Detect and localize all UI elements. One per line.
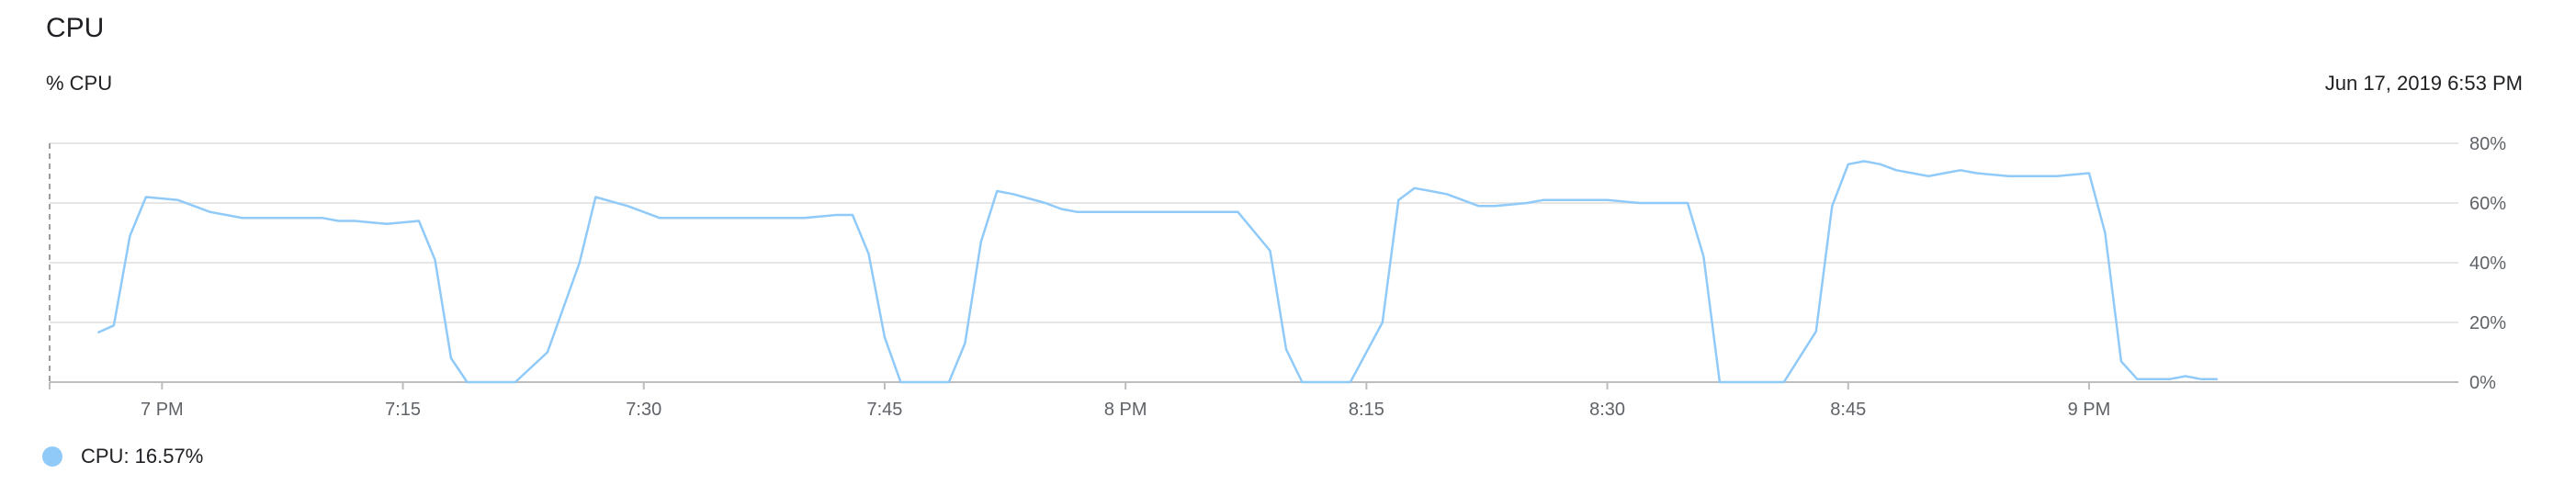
x-tick-label: 7:45 <box>866 400 902 420</box>
x-tick-label: 9 PM <box>2068 400 2111 420</box>
y-tick-label: 80% <box>2469 134 2506 154</box>
y-tick-label: 0% <box>2469 373 2496 393</box>
y-tick-label: 60% <box>2469 194 2506 214</box>
series-line-cpu <box>96 160 2218 384</box>
chart-timestamp: Jun 17, 2019 6:53 PM <box>2324 72 2523 95</box>
legend-swatch <box>42 446 62 467</box>
x-tick-label: 8:15 <box>1349 400 1384 420</box>
y-tick-label: 40% <box>2469 254 2506 274</box>
x-tick-label: 8:45 <box>1830 400 1866 420</box>
x-tick-label: 8 PM <box>1104 400 1147 420</box>
y-axis-label: % CPU <box>46 72 113 95</box>
x-tick-label: 7:30 <box>626 400 661 420</box>
x-tick-label: 7:15 <box>385 400 421 420</box>
x-tick-label: 8:30 <box>1589 400 1625 420</box>
chart-title: CPU <box>46 13 105 43</box>
x-tick-label: 7 PM <box>141 400 184 420</box>
chart-legend[interactable]: CPU: 16.57% <box>42 445 203 468</box>
y-tick-label: 20% <box>2469 313 2506 333</box>
legend-label: CPU: 16.57% <box>81 445 204 468</box>
